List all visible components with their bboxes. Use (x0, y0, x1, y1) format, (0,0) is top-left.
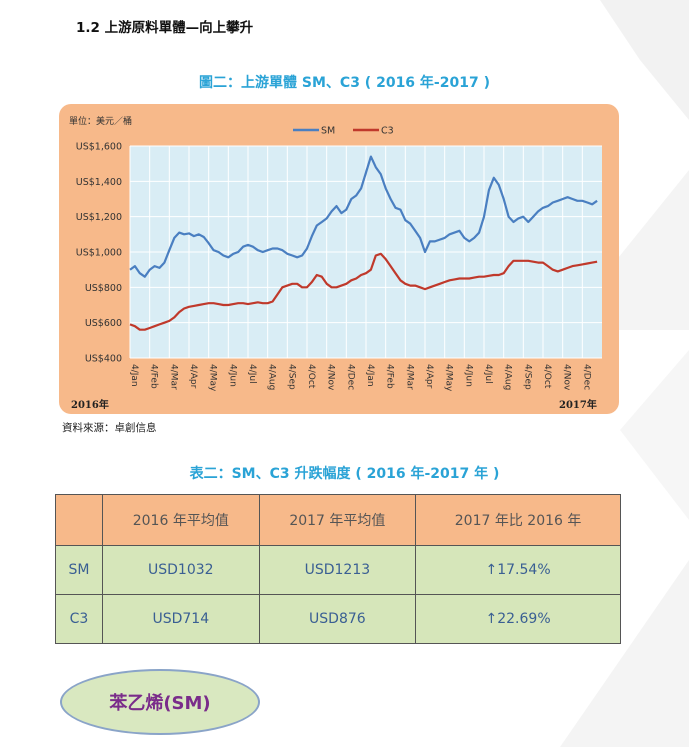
figure-caption: 圖二：上游單體 SM、C3 ( 2016 年-2017 ) (199, 75, 490, 91)
header-change: 2017 年比 2016 年 (415, 494, 621, 546)
y-tick-label: US$1,200 (76, 212, 122, 223)
y-tick-label: US$400 (85, 354, 122, 365)
x-tick-label: 4/Nov (326, 364, 336, 391)
y-tick-label: US$1,000 (76, 248, 122, 259)
year-start-label: 2016年 (71, 400, 109, 411)
x-tick-label: 4/Apr (424, 364, 434, 389)
row-label: C3 (55, 594, 103, 644)
grid-lines (129, 145, 602, 359)
x-tick-label: 4/May (208, 364, 218, 392)
table-caption: 表二：SM、C3 升跌幅度 ( 2016 年-2017 年 ) (189, 466, 500, 482)
x-tick-label: 4/Feb (385, 364, 395, 389)
row-label: SM (55, 545, 103, 595)
x-tick-label: 4/Dec (345, 364, 355, 390)
x-tick-label: 4/Dec (581, 364, 591, 390)
change-table: 2016 年平均值 2017 年平均值 2017 年比 2016 年 SM US… (55, 494, 621, 644)
source-note: 資料來源：卓創信息 (62, 422, 157, 434)
year-end-label: 2017年 (559, 400, 597, 411)
x-tick-label: 4/Sep (286, 364, 296, 390)
cell-avg-2016: USD1032 (102, 545, 260, 595)
legend-label-sm: SM (321, 126, 335, 137)
x-tick-label: 4/Aug (503, 364, 513, 390)
unit-label: 單位：美元／桶 (69, 117, 133, 127)
cell-avg-2017: USD1213 (258, 545, 417, 595)
x-tick-label: 4/Jul (483, 364, 493, 384)
x-tick-label: 4/Mar (168, 364, 178, 390)
header-avg-2017: 2017 年平均值 (258, 494, 417, 546)
x-tick-labels: 4/Jan 4/Feb 4/Mar 4/Apr 4/May 4/Jun 4/Jul 4/Aug… (129, 364, 591, 392)
table-row: SM USD1032 USD1213 ↑17.54% (55, 545, 621, 595)
chart-panel: 單位：美元／桶 US$400 US$600 US$800 US$1,000 US$1,2… (59, 104, 619, 414)
x-tick-label: 4/Jan (365, 364, 375, 387)
x-tick-label: 4/Nov (562, 364, 572, 391)
y-tick-label: US$1,400 (76, 177, 122, 188)
legend-label-c3: C3 (381, 126, 394, 137)
table-header-row: 2016 年平均值 2017 年平均值 2017 年比 2016 年 (55, 494, 621, 546)
x-tick-label: 4/May (444, 364, 454, 392)
x-tick-label: 4/Mar (404, 364, 414, 390)
legend: SM C3 (293, 126, 394, 137)
x-tick-label: 4/Jul (247, 364, 257, 384)
x-tick-label: 4/Sep (522, 364, 532, 390)
y-tick-label: US$800 (85, 283, 122, 294)
x-tick-label: 4/Jun (463, 364, 473, 387)
series-lines (129, 155, 598, 331)
series-line-c3 (129, 252, 598, 331)
x-tick-label: 4/Apr (188, 364, 198, 389)
cell-change: ↑22.69% (415, 594, 621, 644)
cell-avg-2016: USD714 (102, 594, 260, 644)
x-tick-label: 4/Jan (129, 364, 139, 387)
header-blank (55, 494, 103, 546)
y-tick-label: US$1,600 (76, 142, 122, 153)
y-tick-labels: US$400 US$600 US$800 US$1,000 US$1,200 US$1,4… (76, 142, 122, 365)
x-tick-label: 4/Jun (227, 364, 237, 387)
cell-change: ↑17.54% (415, 545, 621, 595)
cell-avg-2017: USD876 (258, 594, 417, 644)
series-line-sm (129, 155, 598, 278)
x-tick-label: 4/Oct (542, 364, 552, 389)
x-tick-label: 4/Oct (306, 364, 316, 389)
x-tick-label: 4/Feb (149, 364, 159, 389)
x-tick-label: 4/Aug (267, 364, 277, 390)
header-avg-2016: 2016 年平均值 (102, 494, 260, 546)
table-row: C3 USD714 USD876 ↑22.69% (55, 594, 621, 644)
section-badge: 苯乙烯(SM) (60, 669, 260, 735)
price-chart: US$400 US$600 US$800 US$1,000 US$1,200 US$1,4… (76, 126, 602, 392)
y-tick-label: US$600 (85, 318, 122, 329)
section-heading: 1.2 上游原料單體—向上攀升 (76, 20, 254, 36)
